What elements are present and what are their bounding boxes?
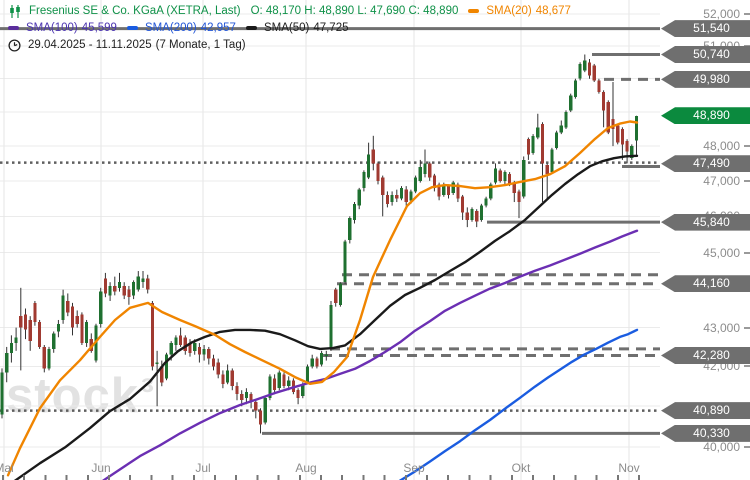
price-level-badge[interactable]: 40,330 <box>661 424 750 442</box>
price-level-badge[interactable]: 40,890 <box>661 402 750 420</box>
price-level-badge[interactable]: 49,980 <box>661 70 750 88</box>
axis-tick-label: 47,000 <box>703 173 740 188</box>
month-label-okt: Okt <box>511 461 531 475</box>
sma50-value: 47,725 <box>313 22 349 34</box>
sma-line-20 <box>6 120 639 477</box>
sma20-value: 48,677 <box>535 5 571 17</box>
sma50-label[interactable]: SMA(50) <box>263 22 310 34</box>
axis-tick-mark <box>744 145 750 148</box>
sma20-swatch <box>468 9 480 13</box>
axis-tick-label: 40,000 <box>703 439 740 454</box>
level-lines[interactable] <box>0 27 660 435</box>
bottom-ticks <box>2 475 640 480</box>
axis-tick-label: 52,000 <box>703 7 740 21</box>
month-label-nov: Nov <box>618 461 640 475</box>
instrument-title[interactable]: Fresenius SE & Co. KGaA (XETRA, Last) <box>29 5 241 17</box>
axis-tick-label: 43,000 <box>703 320 740 335</box>
legend-row-1: Fresenius SE & Co. KGaA (XETRA, Last) O:… <box>8 4 571 18</box>
ohlc-values: O: 48,170 H: 48,890 L: 47,690 C: 48,890 <box>250 5 459 17</box>
month-label-mai: Mai <box>0 461 14 475</box>
date-range[interactable]: 29.04.2025 - 11.11.2025 <box>28 39 152 51</box>
legend-row-3: 29.04.2025 - 11.11.2025 (7 Monate, 1 Tag… <box>8 38 246 52</box>
sma100-value: 45,599 <box>81 22 117 34</box>
sma100-label[interactable]: SMA(100) <box>26 22 78 34</box>
candles-layer <box>0 54 639 434</box>
month-label-jul: Jul <box>195 461 211 475</box>
price-level-badge[interactable]: 47,490 <box>661 155 750 173</box>
sma50-swatch <box>245 26 257 30</box>
price-level-badge[interactable]: 44,160 <box>661 275 750 293</box>
axis-tick-mark <box>744 13 750 15</box>
axis-tick-label: 45,000 <box>703 245 740 260</box>
axis-tick-mark <box>744 179 750 182</box>
price-level-badge[interactable]: 50,740 <box>661 45 750 63</box>
grid-lines <box>0 0 660 480</box>
legend-row-2: SMA(100) 45,599 SMA(200) 42,957 SMA(50) … <box>8 21 349 35</box>
axis-tick-label: 48,000 <box>703 139 740 154</box>
last-price-badge[interactable]: 48,890 <box>661 107 750 125</box>
axis-tick-mark <box>744 365 750 368</box>
price-level-badge[interactable]: 45,840 <box>661 213 750 231</box>
sma-line-50 <box>14 154 639 480</box>
sma200-value: 42,957 <box>200 22 236 34</box>
sma-line-100 <box>102 229 639 480</box>
watermark-text: stock <box>6 369 140 423</box>
month-label-jun: Jun <box>91 461 111 475</box>
sma100-swatch <box>8 26 19 30</box>
sma200-swatch <box>126 26 138 30</box>
sma-line-200 <box>399 328 639 480</box>
month-label-aug: Aug <box>295 461 317 475</box>
price-level-badge[interactable]: 42,280 <box>661 346 750 364</box>
clock-icon <box>8 38 21 52</box>
sma200-label[interactable]: SMA(200) <box>144 22 197 34</box>
month-label-sep: Sep <box>403 461 425 475</box>
candlestick-icon <box>8 4 22 18</box>
watermark: stockɜ <box>6 369 154 423</box>
sma20-label[interactable]: SMA(20) <box>486 5 532 17</box>
axis-tick-mark <box>744 326 750 329</box>
price-level-badge[interactable]: 51,540 <box>661 20 750 38</box>
axis-tick-mark <box>744 251 750 254</box>
axis-tick-mark <box>744 445 750 448</box>
period-label: (7 Monate, 1 Tag) <box>155 39 246 51</box>
